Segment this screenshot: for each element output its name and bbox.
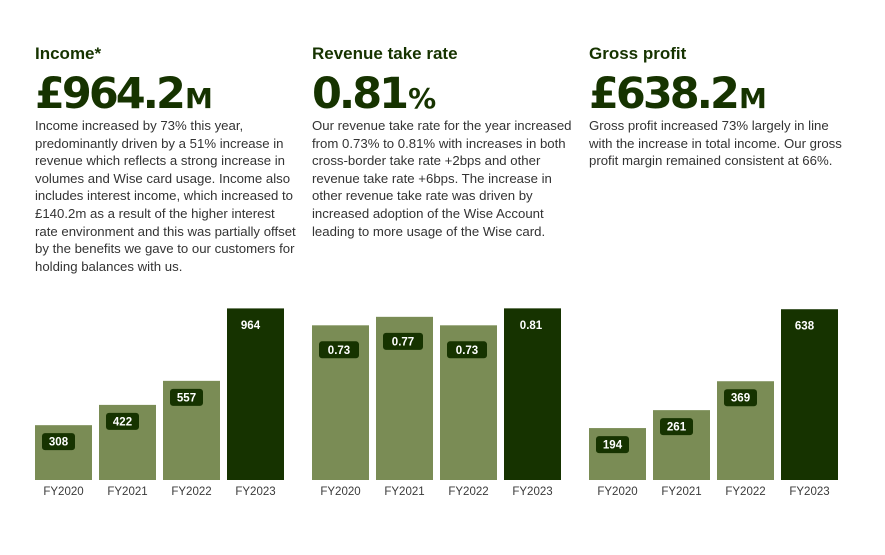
- revenue-take-rate-value-number: 0.81: [312, 69, 409, 119]
- svg-text:638: 638: [795, 321, 815, 333]
- gross-profit-tick-fy2023: FY2023: [789, 486, 829, 498]
- revenue-take-rate-value-label-fy2021: 0.77: [383, 332, 423, 350]
- svg-text:369: 369: [731, 393, 750, 405]
- income-value-label-fy2021: 422: [106, 412, 139, 430]
- svg-text:261: 261: [667, 422, 687, 434]
- income-panel: Income* £964.2M Income increased by 73% …: [35, 0, 297, 555]
- gross-profit-panel: Gross profit £638.2M Gross profit increa…: [589, 0, 851, 555]
- income-tick-fy2023: FY2023: [235, 486, 275, 498]
- income-value-number: £964.2: [35, 69, 186, 119]
- revenue-take-rate-value-unit: %: [408, 82, 436, 115]
- gross-profit-description: Gross profit increased 73% largely in li…: [589, 118, 842, 169]
- revenue-take-rate-title: Revenue take rate: [312, 44, 458, 63]
- gross-profit-tick-fy2020: FY2020: [597, 486, 637, 498]
- gross-profit-bar-fy2023: [781, 309, 838, 480]
- gross-profit-value-label-fy2023: 638: [795, 321, 815, 333]
- income-value-unit: M: [184, 82, 213, 115]
- revenue-take-rate-tick-fy2020: FY2020: [320, 486, 360, 498]
- svg-text:194: 194: [603, 440, 623, 452]
- income-value-label-fy2020: 308: [42, 433, 75, 451]
- revenue-take-rate-description: Our revenue take rate for the year incre…: [312, 118, 572, 239]
- income-title: Income*: [35, 44, 102, 63]
- gross-profit-value: £638.2M: [589, 68, 767, 125]
- income-value-label-fy2022: 557: [170, 388, 203, 406]
- revenue-take-rate-tick-fy2023: FY2023: [512, 486, 552, 498]
- revenue-take-rate-tick-fy2022: FY2022: [448, 486, 488, 498]
- revenue-take-rate-bar-fy2023: [504, 308, 561, 480]
- income-bar-fy2023: [227, 308, 284, 480]
- income-tick-fy2021: FY2021: [107, 486, 147, 498]
- gross-profit-title: Gross profit: [589, 44, 687, 63]
- revenue-take-rate-value: 0.81%: [312, 68, 436, 125]
- gross-profit-chart: 194 FY2020 261 FY2021 369 FY2022 638 FY2023: [589, 309, 838, 498]
- gross-profit-value-number: £638.2: [589, 69, 740, 119]
- revenue-take-rate-tick-fy2021: FY2021: [384, 486, 424, 498]
- svg-text:0.73: 0.73: [328, 345, 350, 357]
- svg-text:308: 308: [49, 437, 69, 449]
- svg-text:0.73: 0.73: [456, 345, 478, 357]
- gross-profit-value-unit: M: [738, 82, 767, 115]
- svg-text:422: 422: [113, 416, 132, 428]
- svg-text:964: 964: [241, 320, 261, 332]
- revenue-take-rate-chart: 0.73 FY2020 0.77 FY2021 0.73 FY2022 0.81 FY2023: [312, 308, 561, 498]
- svg-text:0.81: 0.81: [520, 320, 543, 332]
- income-description: Income increased by 73% this year, predo…: [35, 118, 296, 274]
- gross-profit-value-label-fy2021: 261: [660, 418, 693, 436]
- gross-profit-tick-fy2021: FY2021: [661, 486, 701, 498]
- gross-profit-bar-fy2020: [589, 428, 646, 480]
- revenue-take-rate-value-label-fy2022: 0.73: [447, 341, 487, 359]
- svg-text:557: 557: [177, 392, 196, 404]
- revenue-take-rate-panel: Revenue take rate 0.81% Our revenue take…: [312, 0, 574, 555]
- revenue-take-rate-value-label-fy2023: 0.81: [520, 320, 543, 332]
- income-tick-fy2020: FY2020: [43, 486, 83, 498]
- income-value: £964.2M: [35, 68, 213, 125]
- gross-profit-tick-fy2022: FY2022: [725, 486, 765, 498]
- svg-text:0.77: 0.77: [392, 336, 414, 348]
- gross-profit-value-label-fy2020: 194: [596, 436, 629, 454]
- income-value-label-fy2023: 964: [241, 320, 261, 332]
- income-chart: 308 FY2020 422 FY2021 557 FY2022 964 FY2023: [35, 308, 284, 498]
- gross-profit-value-label-fy2022: 369: [724, 389, 757, 407]
- revenue-take-rate-value-label-fy2020: 0.73: [319, 341, 359, 359]
- income-tick-fy2022: FY2022: [171, 486, 211, 498]
